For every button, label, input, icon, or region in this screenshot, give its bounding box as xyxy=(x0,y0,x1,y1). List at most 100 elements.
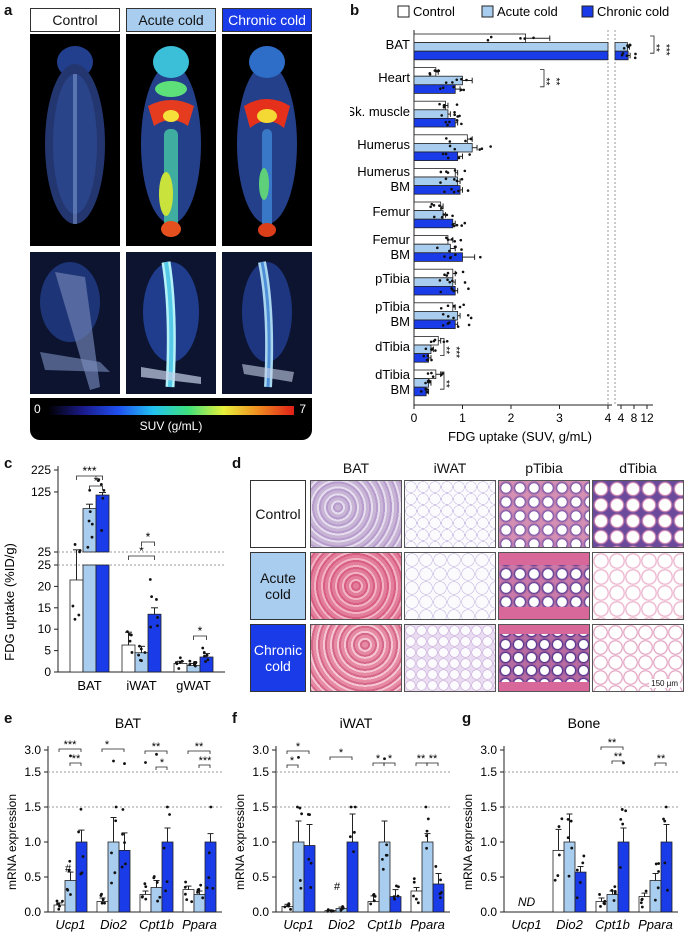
g-data-point xyxy=(613,885,617,889)
g-sig-bracket xyxy=(600,746,624,750)
g-data-point xyxy=(621,822,625,826)
b-data-point xyxy=(450,287,453,290)
b-bar xyxy=(413,319,456,330)
e-sig-label: ** xyxy=(152,741,161,753)
b-data-point xyxy=(440,114,444,117)
e-sig-bracket xyxy=(155,766,168,770)
panel-letter-g: g xyxy=(462,710,472,727)
b-data-point xyxy=(448,249,451,253)
b-data-point xyxy=(442,103,446,107)
e-data-point xyxy=(123,841,126,845)
c-x-tick-label: gWAT xyxy=(176,678,211,693)
b-data-point xyxy=(452,190,456,194)
b-data-point xyxy=(441,152,445,156)
b-cat-label: dTibia xyxy=(375,339,411,354)
b-sig-label: ** xyxy=(650,44,661,52)
b-data-point xyxy=(426,354,430,358)
c-bar xyxy=(69,579,84,673)
b-data-point xyxy=(453,113,456,117)
b-data-point xyxy=(441,312,445,316)
e-data-point xyxy=(184,892,187,896)
e-data-point xyxy=(69,754,72,758)
c-data-point xyxy=(130,651,134,654)
f-data-point xyxy=(425,834,429,838)
b-data-point xyxy=(445,339,449,343)
b-data-point xyxy=(458,305,462,309)
b-data-point xyxy=(452,224,456,228)
c-data-point xyxy=(143,651,147,654)
b-data-point xyxy=(453,110,456,114)
e-data-point xyxy=(144,761,147,764)
b-data-point xyxy=(454,245,457,249)
g-data-point xyxy=(663,861,667,865)
histo-col-ptibia: pTibia xyxy=(525,460,563,476)
b-data-point xyxy=(432,215,436,219)
pet-scan-chronic-leg xyxy=(222,252,312,394)
e-data-point xyxy=(55,899,59,903)
c-sig-bracket xyxy=(89,485,103,490)
g-data-point xyxy=(657,862,661,865)
e-data-point xyxy=(185,898,189,902)
panel-letter-b: b xyxy=(350,2,360,19)
b-data-point xyxy=(430,358,433,362)
b-sig-label: *** xyxy=(450,346,461,358)
c-data-point xyxy=(137,653,140,657)
colorbar-title: SUV (g/mL) xyxy=(139,419,203,433)
b-bar xyxy=(413,310,459,321)
f-data-point xyxy=(349,805,353,809)
f-bar xyxy=(378,841,391,913)
f-sig-bracket xyxy=(286,764,299,768)
b-data-point xyxy=(438,204,441,207)
chart-g: Bone mRNA expression 0.0 0.5 1.0 1.5 1.5 3.0 N… xyxy=(461,715,678,932)
c-sig-bracket xyxy=(76,475,103,480)
g-data-point xyxy=(602,901,606,905)
e-y-tick-label: 1.5 xyxy=(24,800,41,814)
b-cat-label: Humerus xyxy=(357,164,410,179)
b-data-point xyxy=(439,181,442,184)
histo-acute-dtibia xyxy=(592,552,684,620)
e-data-point xyxy=(207,851,211,855)
c-sig-bracket xyxy=(128,555,155,560)
c-data-point xyxy=(97,478,101,481)
b-data-point xyxy=(454,253,457,257)
b-data-point xyxy=(462,88,466,92)
e-data-point xyxy=(68,859,72,863)
b-data-point xyxy=(456,189,460,193)
legend-label-acute: Acute cold xyxy=(497,4,558,19)
e-y-tick-label: 3.0 xyxy=(24,743,41,757)
f-data-point xyxy=(298,806,302,810)
e-sig-label: # xyxy=(65,863,72,875)
b-data-point xyxy=(459,238,463,242)
e-data-point xyxy=(155,752,158,756)
b-data-point xyxy=(457,156,461,160)
b-cat-label: Femur xyxy=(372,204,410,219)
g-sig-bracket xyxy=(611,760,624,764)
b-data-point xyxy=(458,114,461,118)
chart-e: BAT mRNA expression 0.0 0.5 1.0 1.5 1.5 3.0 Uc… xyxy=(5,715,222,932)
histo-row-acute: Acute cold xyxy=(250,552,306,620)
b-data-point xyxy=(620,53,624,57)
g-data-point xyxy=(624,809,628,813)
f-data-point xyxy=(331,909,335,913)
b-data-point xyxy=(448,144,452,148)
histo-col-dtibia: dTibia xyxy=(619,460,657,476)
b-data-point xyxy=(621,51,625,55)
b-bar xyxy=(413,344,432,355)
g-y-tick-label: 1.5 xyxy=(480,765,497,779)
e-data-point xyxy=(77,830,81,834)
e-data-point xyxy=(141,895,144,898)
e-data-point xyxy=(113,871,117,875)
b-data-point xyxy=(633,56,637,60)
g-data-point xyxy=(666,888,669,892)
b-data-point xyxy=(634,52,637,56)
b-data-point xyxy=(461,270,465,274)
c-bar xyxy=(82,564,97,673)
b-sig-bracket xyxy=(540,69,545,88)
b-data-point xyxy=(467,287,470,291)
b-bar xyxy=(413,84,456,94)
e-data-point xyxy=(199,883,203,887)
b-data-point xyxy=(429,340,433,344)
pet-scan-control-leg xyxy=(30,252,120,394)
b-data-point xyxy=(459,88,463,92)
